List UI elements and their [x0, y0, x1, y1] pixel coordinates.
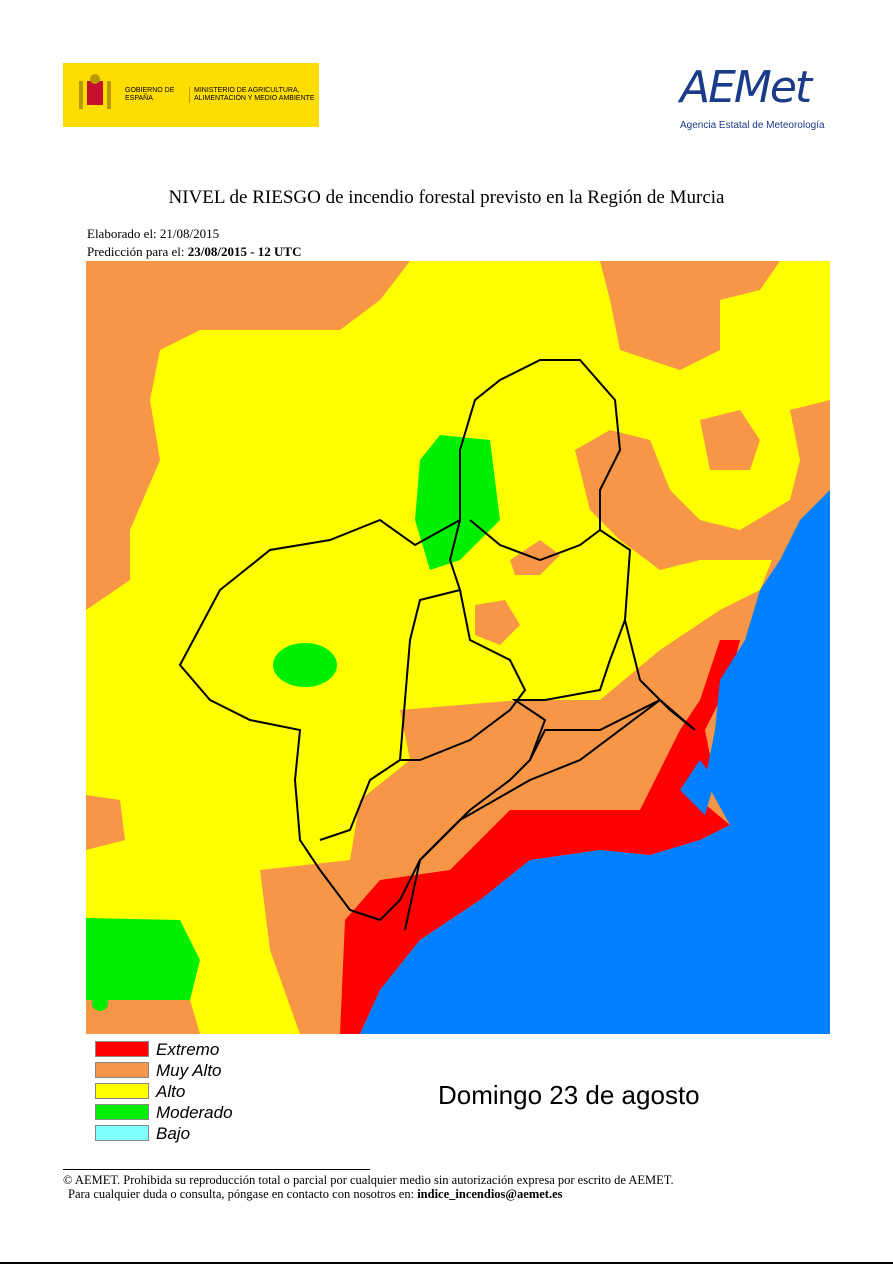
made-date: Elaborado el: 21/08/2015	[87, 226, 219, 242]
contact-email: indice_incendios@aemet.es	[417, 1187, 563, 1201]
prediction-value: 23/08/2015 - 12 UTC	[187, 244, 302, 259]
footer-copyright: © AEMET. Prohibida su reproducción total…	[63, 1173, 674, 1187]
aemet-logo: AEMet	[680, 62, 812, 113]
made-label: Elaborado el:	[87, 226, 157, 241]
legend-label: Muy Alto	[156, 1061, 222, 1080]
page-edge	[0, 1262, 893, 1264]
footer-contact: Para cualquier duda o consulta, póngase …	[68, 1187, 563, 1202]
legend-swatch	[95, 1041, 149, 1057]
contact-text: Para cualquier duda o consulta, póngase …	[68, 1187, 415, 1201]
footer-rule	[63, 1169, 370, 1170]
agency-name: Agencia Estatal de Meteorología	[680, 120, 825, 131]
legend-swatch	[95, 1104, 149, 1120]
title: NIVEL de RIESGO de incendio forestal pre…	[168, 187, 725, 208]
legend-label: Bajo	[156, 1124, 191, 1143]
legend-label: Moderado	[156, 1103, 233, 1122]
government-logo: GOBIERNO DE ESPAÑA MINISTERIO DE AGRICUL…	[63, 63, 319, 127]
risk-map	[86, 261, 830, 1034]
ministry-name: MINISTERIO DE AGRICULTURA, ALIMENTACIÓN …	[189, 87, 322, 103]
made-value: 21/08/2015	[159, 226, 220, 241]
prediction-date: Predicción para el: 23/08/2015 - 12 UTC	[87, 244, 301, 260]
legend-swatch	[95, 1125, 149, 1141]
prediction-label: Predicción para el:	[87, 244, 185, 259]
legend-label: Alto	[156, 1082, 186, 1101]
legend-swatch	[95, 1062, 149, 1078]
legend-label: Extremo	[156, 1040, 220, 1059]
day-label: Domingo 23 de agosto	[438, 1080, 700, 1110]
government-name: GOBIERNO DE ESPAÑA	[125, 87, 175, 102]
coat-of-arms	[79, 74, 111, 109]
legend-swatch	[95, 1083, 149, 1099]
